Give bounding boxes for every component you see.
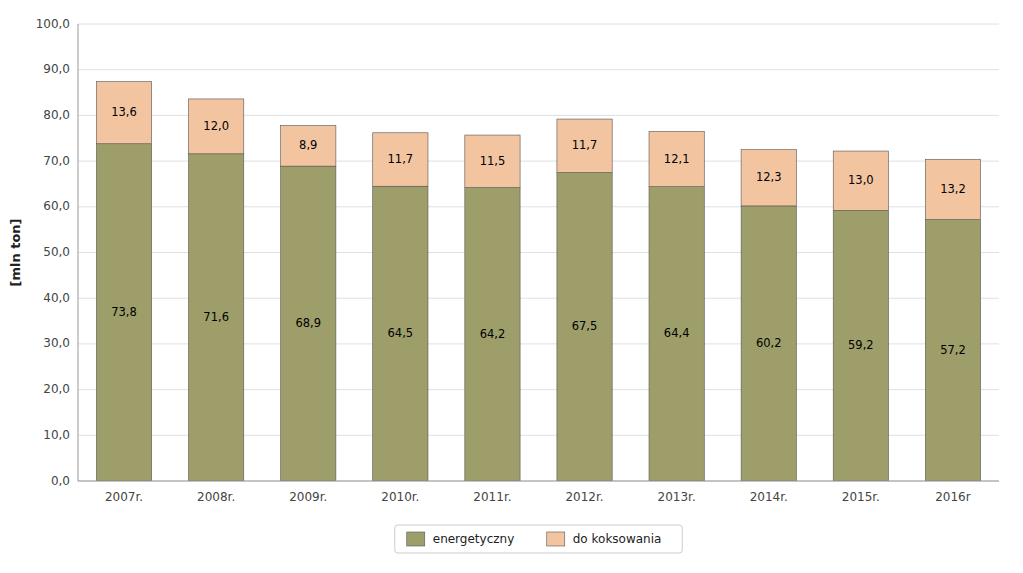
data-label: 73,8 [111,305,137,319]
x-tick-label: 2008r. [197,490,235,504]
y-tick-label: 20,0 [43,382,70,396]
bar [557,173,612,481]
x-tick-label: 2014r. [750,490,788,504]
bar [465,188,520,481]
bar [373,133,428,186]
grid-line [78,24,999,25]
data-label: 8,9 [299,138,317,152]
y-tick-label: 40,0 [43,291,70,305]
data-label: 64,2 [480,327,506,341]
bar [833,151,888,210]
bar [373,186,428,481]
y-tick-label: 100,0 [36,17,70,31]
bar [925,220,980,481]
data-label: 59,2 [848,338,874,352]
bars [96,82,980,481]
data-label: 11,7 [388,152,414,166]
x-tick-label: 2016r [935,490,971,504]
y-tick-label: 0,0 [51,474,70,488]
data-label: 57,2 [940,343,966,357]
x-axis: 2007r. 2008r. 2009r. 2010r. 2011r. 2012r. 2013… [105,490,971,504]
y-axis: 0,0 10,0 20,0 30,0 40,0 50,0 60,0 70,0 80,0 90,0 1… [36,17,70,488]
data-labels: 73,8 71,6 68,9 64,5 64,2 67,5 64,4 60,2 59,2 57,2… [111,105,966,357]
data-label: 64,4 [664,326,690,340]
y-axis-line [78,24,79,481]
legend: energetyczny do koksowania [395,525,683,553]
legend-swatch [547,532,565,546]
x-tick-label: 2012r. [565,490,603,504]
x-tick-label: 2010r. [381,490,419,504]
data-label: 11,5 [480,154,506,168]
chart: 0,0 10,0 20,0 30,0 40,0 50,0 60,0 70,0 80,0 90,0 1… [0,0,1023,573]
data-label: 67,5 [572,319,598,333]
y-tick-label: 60,0 [43,199,70,213]
bar [96,82,151,144]
bar [741,206,796,481]
x-tick-label: 2009r. [289,490,327,504]
data-label: 13,2 [940,182,966,196]
bar [96,144,151,481]
bar [281,166,336,481]
bar [741,150,796,206]
y-tick-label: 10,0 [43,428,70,442]
bar [925,159,980,219]
bar [833,210,888,481]
legend-label: energetyczny [433,532,515,546]
data-label: 12,1 [664,152,690,166]
data-label: 60,2 [756,336,782,350]
data-label: 71,6 [203,310,229,324]
data-label: 11,7 [572,138,598,152]
legend-frame [395,525,683,553]
bar [189,154,244,481]
data-label: 68,9 [295,316,321,330]
bar [557,119,612,172]
x-axis-line [78,481,999,482]
data-label: 64,5 [388,326,414,340]
y-tick-label: 70,0 [43,154,70,168]
x-tick-label: 2011r. [473,490,511,504]
data-label: 13,0 [848,173,874,187]
y-tick-label: 50,0 [43,245,70,259]
bar [649,187,704,481]
bar [649,131,704,186]
x-tick-label: 2015r. [842,490,880,504]
bar [281,125,336,166]
y-tick-label: 30,0 [43,336,70,350]
grid [78,24,999,481]
y-axis-label: [mln ton] [8,218,23,286]
x-tick-label: 2007r. [105,490,143,504]
legend-swatch [407,532,425,546]
legend-label: do koksowania [573,532,662,546]
grid-line [78,481,999,482]
bar [189,99,244,154]
y-tick-label: 90,0 [43,62,70,76]
data-label: 12,0 [203,119,229,133]
data-label: 13,6 [111,105,137,119]
bar [465,135,520,188]
data-label: 12,3 [756,170,782,184]
grid-line [78,69,999,70]
y-tick-label: 80,0 [43,108,70,122]
x-tick-label: 2013r. [658,490,696,504]
